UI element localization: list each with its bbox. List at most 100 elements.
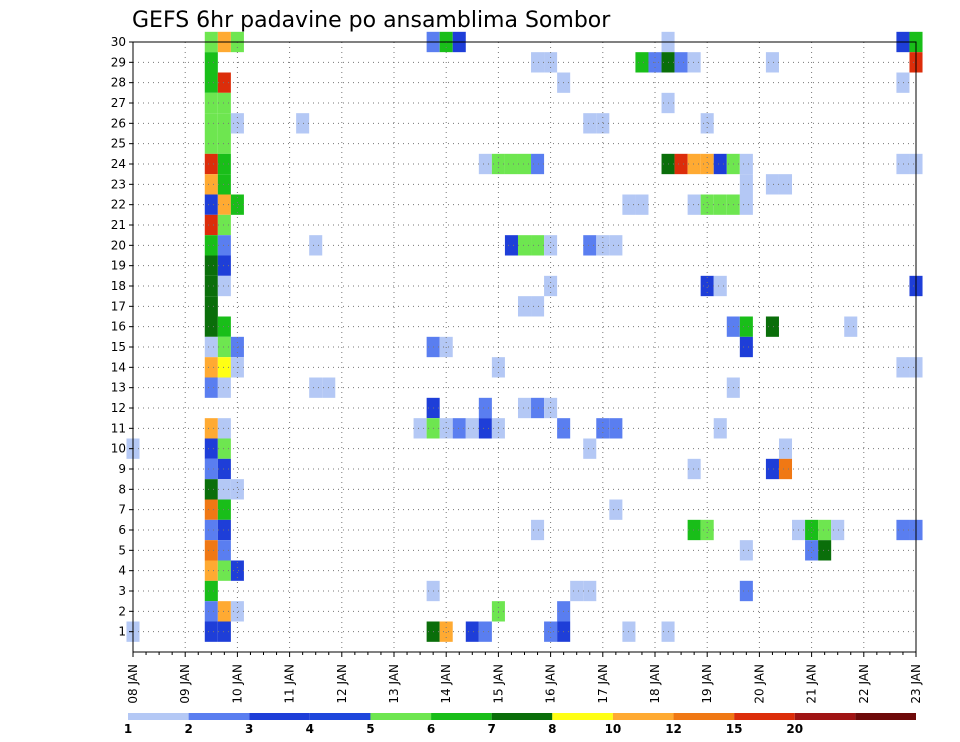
y-tick-label: 12 [111,401,126,415]
heatmap-cell [204,153,218,175]
heatmap-cell [204,113,218,134]
heatmap-cell [204,72,218,93]
heatmap-cell [204,336,218,358]
heatmap-cell [609,499,623,520]
heatmap-cell [478,153,492,175]
heatmap-cell [896,153,910,175]
x-tick-label: 18 JAN [648,664,662,704]
heatmap-cell [609,418,623,439]
legend-swatch [673,713,735,720]
heatmap-cell [413,418,427,439]
heatmap-cell [204,255,218,276]
x-tick-label: 15 JAN [491,664,505,704]
heatmap-cell [765,174,779,195]
legend-label: 7 [488,722,496,736]
y-tick-label: 25 [111,137,126,151]
heatmap-cell [309,377,323,398]
heatmap-cell [204,438,218,459]
heatmap-cell [635,194,649,215]
x-tick-label: 08 JAN [126,664,140,704]
heatmap-cell [217,133,231,154]
y-tick-label: 5 [118,543,126,557]
y-tick-label: 24 [111,157,126,171]
heatmap-cell [596,235,610,256]
heatmap-cell [517,296,532,317]
heatmap-cell [778,438,793,459]
heatmap-cell [818,540,832,561]
legend-label: 15 [726,722,743,736]
heatmap-cell [217,194,231,215]
x-tick-label: 17 JAN [596,664,610,704]
heatmap-cell [583,113,597,134]
heatmap-cells [126,31,923,642]
heatmap-cell [452,418,466,439]
legend-swatch [309,713,371,720]
heatmap-cell [517,153,532,175]
legend-swatch [128,713,189,720]
heatmap-cell [531,235,545,256]
heatmap-cell [818,519,832,541]
y-tick-label: 13 [111,381,126,395]
heatmap-cell [204,214,218,236]
heatmap-cell [896,357,910,378]
heatmap-cell [531,52,545,73]
y-tick-label: 3 [118,584,126,598]
x-tick-label: 14 JAN [439,664,453,704]
heatmap-cell [204,316,218,337]
heatmap-cell [517,235,532,256]
heatmap-cell [531,519,545,541]
heatmap-cell [674,52,688,73]
heatmap-cell [805,540,819,561]
heatmap-cell [805,519,819,541]
x-tick-label: 13 JAN [387,664,401,704]
heatmap-cell [465,418,479,439]
heatmap-cell [596,418,610,439]
heatmap-cell [504,153,518,175]
heatmap-cell [217,153,231,175]
legend-label: 10 [605,722,622,736]
heatmap-cell [204,133,218,154]
heatmap-cell [765,458,779,480]
y-tick-label: 4 [118,564,126,578]
heatmap-cell [296,113,310,134]
heatmap-cell [217,92,231,114]
x-tick-label: 22 JAN [857,664,871,704]
heatmap-cell [531,397,545,419]
x-tick-label: 16 JAN [544,664,558,704]
legend-swatch [370,713,432,720]
heatmap-cell [517,397,532,419]
heatmap-cell [204,275,218,297]
heatmap-cell [217,601,231,622]
heatmap-cell [583,438,597,459]
heatmap-cell [217,560,231,581]
y-tick-label: 18 [111,279,126,293]
heatmap-cell [204,194,218,215]
heatmap-cell [204,296,218,317]
y-tick-label: 6 [118,523,126,537]
heatmap-cell [217,418,231,439]
heatmap-cell [778,174,793,195]
heatmap-cell [831,519,845,541]
heatmap-cell [204,92,218,114]
legend-label: 8 [548,722,556,736]
y-tick-label: 26 [111,116,126,130]
y-tick-label: 7 [118,503,126,517]
heatmap-cell [230,336,244,358]
heatmap-cell [204,580,218,602]
x-tick-label: 11 JAN [283,664,297,704]
heatmap-cell [687,52,701,73]
heatmap-cell [570,580,584,602]
y-tick-label: 23 [111,177,126,191]
x-tick-label: 09 JAN [178,664,192,704]
heatmap-cell [204,174,218,195]
heatmap-cell [204,357,218,378]
y-tick-label: 20 [111,238,126,252]
heatmap-cell [204,560,218,581]
heatmap-cell [309,235,323,256]
heatmap-cell [713,194,727,215]
legend-swatch [734,713,795,720]
heatmap-cell [739,336,753,358]
heatmap-cell [204,377,218,398]
x-tick-label: 19 JAN [700,664,714,704]
heatmap-cell [739,580,753,602]
